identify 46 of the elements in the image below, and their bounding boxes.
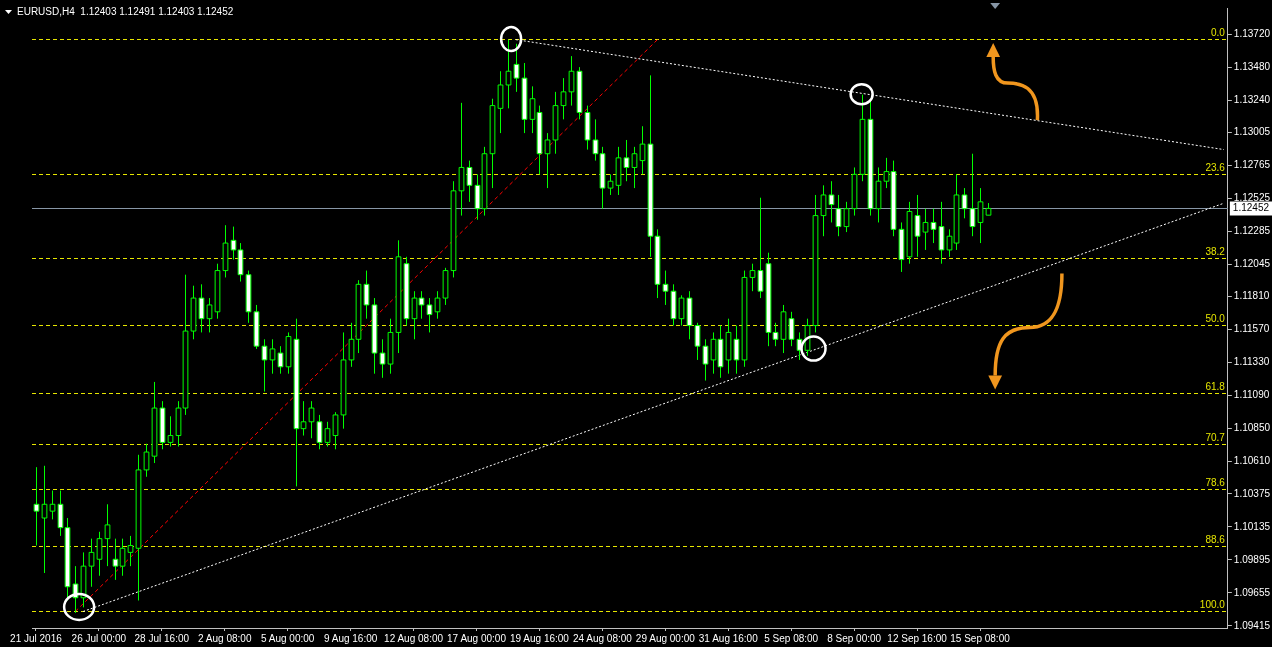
x-tick-label: 31 Aug 16:00	[698, 632, 759, 644]
x-tick-label: 5 Sep 08:00	[764, 632, 819, 644]
ref-line-label: 70.7	[1205, 431, 1226, 443]
y-tick-label: 1.09415	[1233, 619, 1271, 631]
y-tick-label: 1.13240	[1233, 93, 1271, 105]
y-tick-label: 1.12045	[1233, 258, 1271, 270]
y-tick-label: 1.12525	[1233, 192, 1271, 204]
ref-line-label: 61.8	[1205, 380, 1226, 392]
y-tick-label: 1.10135	[1233, 520, 1271, 532]
ref-line-label: 1.12452	[1232, 202, 1270, 214]
ref-line-label: 88.6	[1205, 533, 1226, 545]
x-tick-label: 26 Jul 00:00	[71, 632, 127, 644]
x-tick-label: 5 Aug 00:00	[261, 632, 315, 644]
y-tick-label: 1.12765	[1233, 159, 1271, 171]
y-tick-label: 1.09655	[1233, 586, 1271, 598]
chart-title: EURUSD,H4 1.12403 1.12491 1.12403 1.12452	[17, 5, 234, 17]
x-tick-label: 29 Aug 00:00	[635, 632, 696, 644]
y-tick-label: 1.13005	[1233, 126, 1271, 138]
x-tick-label: 9 Aug 16:00	[323, 632, 378, 644]
ref-line-label: 38.2	[1205, 245, 1226, 257]
y-tick-label: 1.11090	[1233, 389, 1270, 401]
y-tick-label: 1.13480	[1233, 60, 1271, 72]
y-tick-label: 1.10375	[1233, 487, 1271, 499]
x-tick-label: 15 Sep 08:00	[950, 632, 1011, 644]
x-tick-label: 19 Aug 16:00	[509, 632, 570, 644]
y-tick-label: 1.10850	[1233, 422, 1271, 434]
ref-line-label: 100.0	[1199, 599, 1226, 611]
y-tick-label: 1.09895	[1233, 553, 1271, 565]
y-tick-label: 1.11570	[1233, 323, 1270, 335]
x-tick-label: 28 Jul 16:00	[134, 632, 190, 644]
x-tick-label: 2 Aug 08:00	[198, 632, 252, 644]
x-tick-label: 24 Aug 08:00	[572, 632, 633, 644]
y-tick-label: 1.12285	[1233, 225, 1271, 237]
y-tick-label: 1.11810	[1233, 290, 1270, 302]
y-tick-label: 1.10610	[1233, 455, 1271, 467]
ref-line-label: 23.6	[1205, 162, 1226, 174]
x-tick-label: 8 Sep 00:00	[827, 632, 882, 644]
x-tick-label: 17 Aug 00:00	[447, 632, 507, 644]
x-tick-label: 12 Aug 08:00	[384, 632, 444, 644]
y-tick-label: 1.13720	[1233, 27, 1271, 39]
ref-line-label: 0.0	[1210, 27, 1226, 39]
y-tick-label: 1.11330	[1233, 356, 1270, 368]
x-tick-label: 12 Sep 16:00	[887, 632, 948, 644]
ref-line-label: 50.0	[1205, 313, 1226, 325]
ref-line-label: 78.6	[1205, 476, 1226, 488]
x-tick-label: 21 Jul 2016	[10, 632, 63, 644]
